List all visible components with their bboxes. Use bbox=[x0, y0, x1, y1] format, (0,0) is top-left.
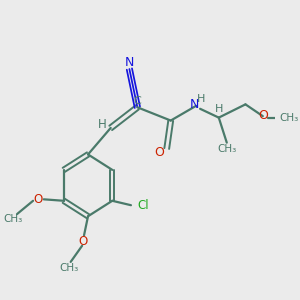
Text: CH₃: CH₃ bbox=[59, 263, 78, 273]
Text: CH₃: CH₃ bbox=[3, 214, 23, 224]
Text: H: H bbox=[98, 118, 107, 131]
Text: CH₃: CH₃ bbox=[280, 112, 299, 123]
Text: O: O bbox=[79, 235, 88, 248]
Text: H: H bbox=[197, 94, 205, 104]
Text: Cl: Cl bbox=[138, 199, 149, 212]
Text: H: H bbox=[215, 104, 224, 114]
Text: O: O bbox=[33, 193, 42, 206]
Text: O: O bbox=[258, 109, 268, 122]
Text: N: N bbox=[189, 98, 199, 111]
Text: C: C bbox=[133, 96, 141, 106]
Text: CH₃: CH₃ bbox=[218, 143, 237, 154]
Text: O: O bbox=[154, 146, 164, 159]
Text: N: N bbox=[125, 56, 134, 69]
